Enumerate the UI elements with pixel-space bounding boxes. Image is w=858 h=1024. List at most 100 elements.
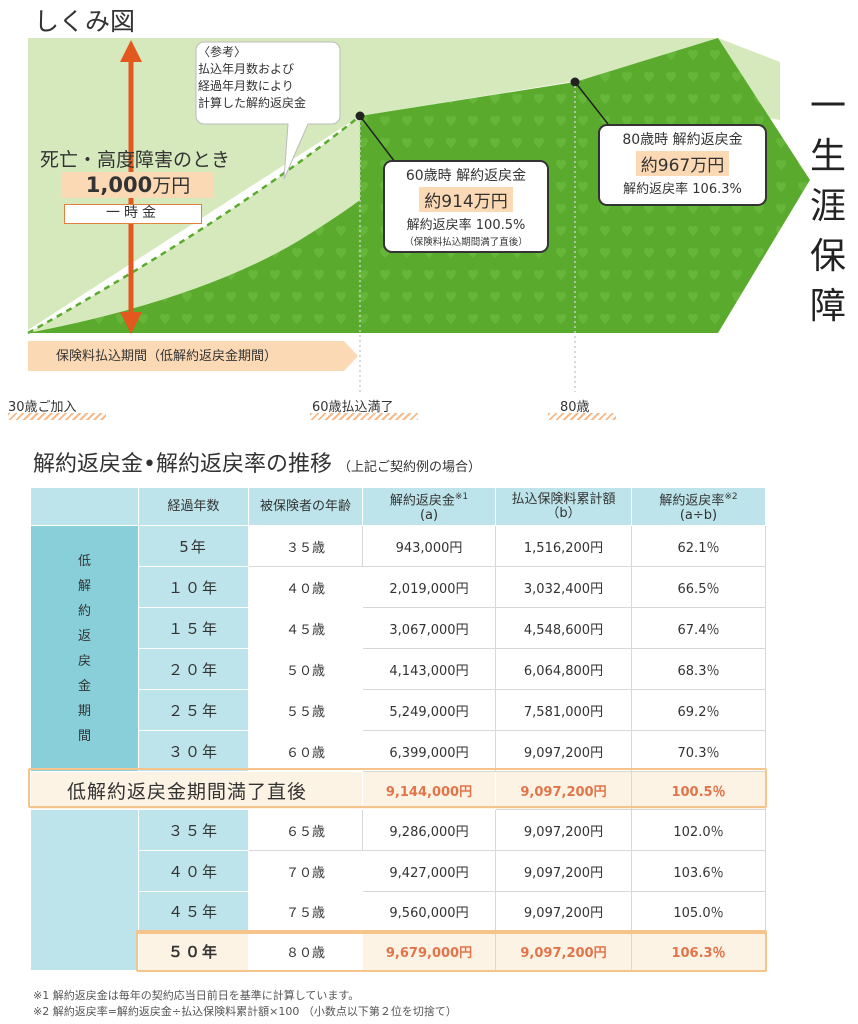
cell-years: ３０年: [138, 730, 249, 772]
cell-age: ４０歳: [248, 566, 363, 608]
cell-years: １５年: [138, 607, 249, 649]
low-refund-period-label: 低解約返戻金期間: [30, 525, 139, 772]
death-benefit-label: 死亡・高度障害のとき: [40, 149, 231, 171]
table-row: ２５年 ５５歳 5,249,000円 7,581,000円 69.2％: [31, 689, 766, 731]
table-row: 低解約返戻金期間 5年 ３５歳 943,000円 1,516,200円 62.1…: [30, 525, 766, 772]
payment-period-label: 保険料払込期間（低解約返戻金期間）: [56, 349, 278, 364]
cell-age: ５０歳: [248, 648, 363, 690]
cell-paid: 4,548,600円: [495, 607, 632, 649]
payment-period-bar: 保険料払込期間（低解約返戻金期間）: [28, 340, 360, 370]
axis-label-mid: 60歳払込満了: [312, 400, 394, 415]
arrow-head-bottom: [120, 312, 142, 334]
cell-years: ２５年: [138, 689, 249, 731]
cell-paid: 9,097,200円: [495, 891, 632, 933]
footnotes: ※1 解約返戻金は毎年の契約応当日前日を基準に計算しています。 ※2 解約返戻率…: [33, 988, 457, 1020]
cell-rate: 67.4％: [631, 607, 766, 649]
cell-years: 5年: [138, 525, 249, 567]
reference-line: 払込年月数および: [198, 62, 295, 76]
cell-refund: 9,286,000円: [362, 809, 496, 851]
axis-stripe: [548, 413, 616, 420]
cell-age: ３５歳: [248, 525, 363, 567]
table-subtitle: （上記ご契約例の場合）: [337, 460, 481, 475]
cell-rate: 105.0％: [631, 891, 766, 933]
footnote-2: ※2 解約返戻率=解約返戻金÷払込保険料累計額×100 （小数点以下第２位を切捨…: [33, 1005, 457, 1018]
cell-rate: 70.3％: [631, 730, 766, 772]
cell-years: ５０年: [138, 931, 249, 972]
highlight-paid: 9,097,200円: [495, 771, 632, 810]
callout-title: 60歳時 解約返戻金: [405, 168, 527, 184]
footnote-1: ※1 解約返戻金は毎年の契約応当日前日を基準に計算しています。: [33, 989, 360, 1002]
table-title-text: 解約返戻金•解約返戻率の推移: [33, 452, 332, 477]
callout-age-80: 80歳時 解約返戻金 約967万円 解約返戻率 106.3%: [598, 124, 767, 206]
cell-age: ７５歳: [248, 891, 363, 933]
arrow-head-top: [120, 40, 142, 62]
lifelong-coverage-label: 一生涯保障: [809, 86, 846, 327]
cell-years: ２０年: [138, 648, 249, 690]
callout-amount: 約914万円: [419, 187, 513, 212]
header-rate: 解約返戻率※2 (a÷b): [631, 487, 766, 526]
cell-refund: 3,067,000円: [362, 607, 496, 649]
callout-age-60: 60歳時 解約返戻金 約914万円 解約返戻率 100.5% （保険料払込期間満…: [383, 160, 549, 253]
callout-note: （保険料払込期間満了直後）: [404, 237, 528, 248]
cell-refund: 9,679,000円: [362, 931, 496, 972]
cell-refund: 9,560,000円: [362, 891, 496, 933]
cell-paid: 9,097,200円: [495, 809, 632, 851]
header-years: 経過年数: [138, 487, 249, 526]
table-row: １５年 ４５歳 3,067,000円 4,548,600円 67.4％: [31, 607, 766, 649]
header-age: 被保険者の年齢: [248, 487, 363, 526]
reference-note: 〈参考〉 払込年月数および 経過年月数により 計算した解約返戻金: [198, 44, 338, 112]
period-bar-shape: [28, 341, 358, 371]
reference-line: 経過年月数により: [198, 79, 294, 93]
highlight-label: 低解約返戻金期間満了直後: [30, 771, 363, 810]
cell-refund: 9,427,000円: [362, 850, 496, 892]
table-row: ３５年 ６５歳 9,286,000円 9,097,200円 102.0％: [30, 809, 766, 971]
cell-paid: 6,064,800円: [495, 648, 632, 690]
lump-sum-badge: 一時金: [64, 204, 202, 224]
table-row: ４０年 ７０歳 9,427,000円 9,097,200円 103.6％: [31, 850, 766, 892]
cell-rate: 102.0％: [631, 809, 766, 851]
reference-bubble: [195, 41, 341, 180]
cell-age: ６５歳: [248, 809, 363, 851]
cell-years: ４０年: [138, 850, 249, 892]
cell-paid: 9,097,200円: [495, 730, 632, 772]
callout-amount: 約967万円: [635, 151, 730, 176]
table-title: 解約返戻金•解約返戻率の推移 （上記ご契約例の場合）: [33, 446, 481, 478]
cell-rate: 106.3％: [631, 931, 766, 972]
highlight-row: 低解約返戻金期間満了直後 9,144,000円 9,097,200円 100.5…: [30, 771, 766, 810]
cell-paid: 9,097,200円: [495, 850, 632, 892]
cell-refund: 2,019,000円: [362, 566, 496, 608]
cell-age: ６０歳: [248, 730, 363, 772]
callout-rate: 解約返戻率 100.5%: [406, 218, 526, 233]
callout-title: 80歳時 解約返戻金: [622, 132, 743, 148]
table-row: ３０年 ６０歳 6,399,000円 9,097,200円 70.3％: [31, 730, 766, 772]
table-row: ２０年 ５０歳 4,143,000円 6,064,800円 68.3％: [31, 648, 766, 690]
cell-years: １０年: [138, 566, 249, 608]
cell-rate: 69.2％: [631, 689, 766, 731]
table-row: ４５年 ７５歳 9,560,000円 9,097,200円 105.0％: [31, 891, 766, 933]
cell-refund: 5,249,000円: [362, 689, 496, 731]
cell-refund: 943,000円: [362, 525, 496, 567]
death-benefit-amount: 1,000万円: [62, 172, 214, 198]
cell-paid: 9,097,200円: [495, 931, 632, 972]
cell-age: ８０歳: [248, 931, 363, 972]
cell-years: ４５年: [138, 891, 249, 933]
death-amount-value: 1,000: [85, 173, 153, 197]
cell-rate: 103.6％: [631, 850, 766, 892]
reference-line: 計算した解約返戻金: [198, 96, 307, 110]
table-row: １０年 ４０歳 2,019,000円 3,032,400円 66.5％: [31, 566, 766, 608]
cell-paid: 3,032,400円: [495, 566, 632, 608]
highlight-rate: 100.5％: [631, 771, 766, 810]
cell-age: ５５歳: [248, 689, 363, 731]
table-header-row: 経過年数 被保険者の年齢 解約返戻金※1 (a) 払込保険料累計額 （b） 解約返戻…: [30, 487, 766, 526]
cell-paid: 1,516,200円: [495, 525, 632, 567]
final-row: ５０年 ８０歳 9,679,000円 9,097,200円 106.3％: [31, 931, 766, 972]
header-refund: 解約返戻金※1 (a): [362, 487, 496, 526]
axis-stripe: [8, 413, 106, 420]
death-amount-unit: 万円: [152, 175, 191, 197]
section-heading: しくみ図: [34, 7, 136, 36]
cell-age: ７０歳: [248, 850, 363, 892]
axis-label-end: 80歳: [560, 400, 590, 415]
cell-refund: 4,143,000円: [362, 648, 496, 690]
cell-rate: 66.5％: [631, 566, 766, 608]
reference-line: 〈参考〉: [198, 45, 247, 59]
